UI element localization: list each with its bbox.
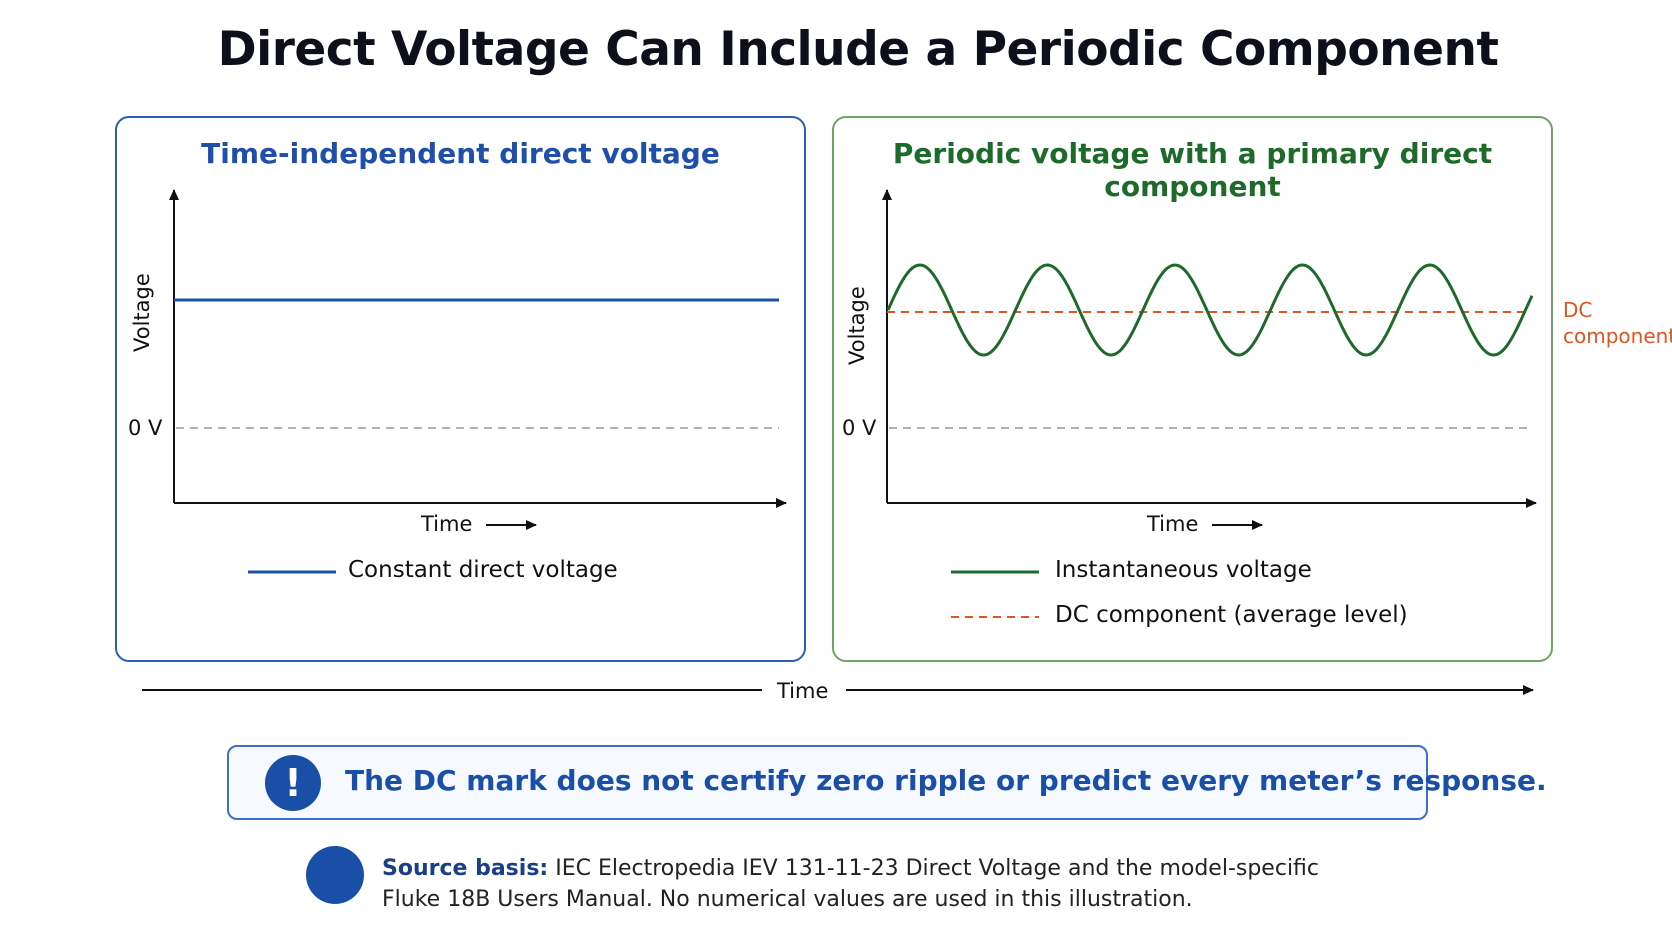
timeline-label: Time: [777, 679, 829, 703]
source-line2: Fluke 18B Users Manual. No numerical val…: [382, 887, 1193, 912]
right-legend-label-dc: DC component (average level): [1055, 602, 1408, 628]
right-y-axis-label: Voltage: [845, 286, 869, 365]
dc-component-label-line2: component: [1563, 324, 1672, 348]
left-zero-label: 0 V: [128, 416, 163, 440]
right-zero-label: 0 V: [842, 416, 877, 440]
source-note: Source basis: IEC Electropedia IEV 131-1…: [382, 853, 1319, 915]
left-panel-title: Time-independent direct voltage: [201, 137, 720, 170]
left-legend-label: Constant direct voltage: [348, 557, 618, 583]
right-panel-title: Periodic voltage with a primary direct c…: [892, 137, 1493, 203]
right-legend-label-voltage: Instantaneous voltage: [1055, 557, 1312, 583]
notice-text: The DC mark does not certify zero ripple…: [345, 764, 1547, 797]
page-title: Direct Voltage Can Include a Periodic Co…: [217, 22, 1499, 77]
notice-box: [227, 745, 1428, 820]
dc-component-label-line1: DC: [1563, 298, 1593, 322]
left-panel: [115, 116, 806, 662]
instantaneous-voltage-wave: [886, 263, 1534, 357]
source-label: Source basis:: [382, 856, 549, 881]
exclamation-icon: !: [265, 755, 321, 811]
left-y-axis-label: Voltage: [130, 273, 154, 352]
source-line1: IEC Electropedia IEV 131-11-23 Direct Vo…: [548, 856, 1320, 881]
right-x-axis-label: Time: [1147, 512, 1199, 536]
left-x-axis-label: Time: [421, 512, 473, 536]
book-icon: [306, 846, 364, 904]
